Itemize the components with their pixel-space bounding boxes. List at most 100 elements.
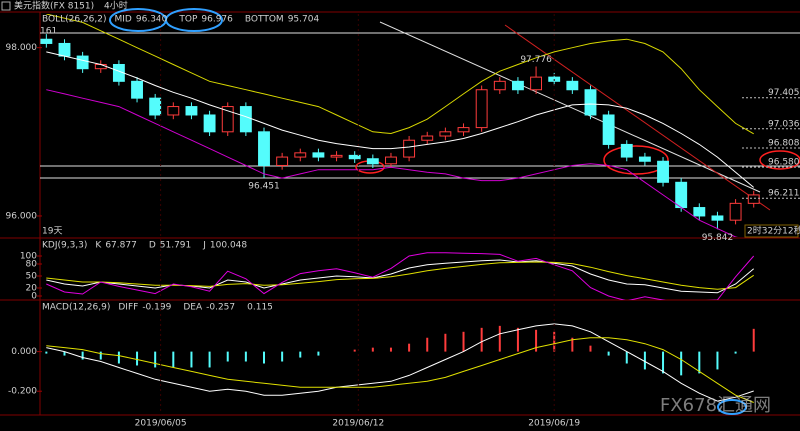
candle-body: [530, 76, 543, 91]
candle-body: [403, 139, 416, 158]
candle-body: [330, 154, 343, 158]
legend-value: 96.976: [201, 15, 233, 25]
highlight-ellipse: [165, 8, 223, 32]
legend-value: 96.340: [136, 15, 168, 25]
legend-name: J: [202, 241, 206, 251]
y-tick-label: 80: [26, 260, 38, 270]
candle-body: [40, 38, 53, 44]
candle-body: [185, 106, 198, 116]
candle-body: [131, 80, 143, 99]
legend-title: BOLL(26,26,2): [42, 15, 107, 25]
period-label: 4小时: [104, 0, 128, 12]
candle-body: [511, 80, 524, 91]
y-tick-label: 100: [20, 252, 37, 262]
candle-body: [675, 181, 688, 209]
candle-body: [76, 55, 89, 70]
candle-body: [657, 160, 669, 183]
instrument-title: 美元指数(FX 8151): [14, 0, 94, 12]
indicator-line: [46, 337, 754, 403]
level-label: 96.808: [768, 138, 800, 148]
x-tick-label: 2019/06/19: [528, 419, 580, 429]
candle-body: [457, 127, 470, 133]
days-label: 19天: [42, 227, 62, 237]
legend-name: BOTTOM: [245, 15, 284, 25]
candle-body: [312, 152, 325, 158]
level-label: 97.405: [768, 88, 800, 98]
highlight-ellipse: [603, 145, 669, 175]
legend-value: 100.048: [210, 241, 247, 251]
panel: [45, 323, 755, 403]
candle-body: [421, 135, 434, 141]
legend-value: 95.704: [288, 15, 320, 25]
legend-value: 0.115: [247, 303, 273, 313]
candle-body: [294, 152, 307, 158]
candle-body: [693, 207, 706, 217]
price-annotation: 97.776: [520, 55, 552, 65]
x-tick-label: 2019/06/12: [332, 419, 384, 429]
panel: [46, 252, 755, 300]
legend-title: MACD(12,26,9): [42, 303, 110, 313]
panel: [40, 14, 760, 237]
candle-body: [167, 106, 180, 116]
legend-name: TOP: [178, 15, 198, 25]
candle-body: [221, 106, 234, 133]
candle-body: [239, 106, 252, 133]
legend-name: D: [149, 241, 156, 251]
level-label: 97.036: [768, 119, 800, 129]
candle-body: [348, 154, 361, 160]
legend-value: 51.791: [160, 241, 192, 251]
indicator-line: [46, 14, 754, 135]
indicator-line: [46, 89, 738, 237]
legend-name: K: [95, 241, 102, 251]
indicator-line: [46, 51, 755, 188]
indicator-line: [46, 261, 754, 290]
x-tick-label: 2019/06/05: [135, 419, 187, 429]
candle-body: [602, 114, 615, 145]
candle-body: [366, 158, 379, 165]
candle-body: [203, 114, 216, 133]
level-label: 96.580: [768, 158, 800, 168]
legend-value: 67.877: [105, 241, 137, 251]
candle-body: [711, 215, 724, 221]
price-annotation: 96.451: [248, 182, 280, 192]
watermark: FX678汇通网: [660, 395, 771, 416]
candle-body: [58, 42, 71, 57]
y-tick-label: -0.200: [8, 387, 37, 397]
candle-body: [638, 156, 651, 162]
legend-name: MID: [115, 15, 132, 25]
candle-body: [584, 89, 597, 116]
menu-icon[interactable]: [1, 1, 11, 11]
candle-body: [566, 80, 579, 91]
candle-body: [258, 131, 270, 166]
countdown-label: 2时32分12秒: [747, 225, 800, 237]
y-tick-label: 0: [31, 292, 37, 302]
candle-body: [747, 194, 760, 204]
y-tick-label: 0.000: [11, 347, 37, 357]
legend-name: DEA: [183, 303, 203, 313]
indicator-line: [46, 259, 755, 294]
candle-body: [620, 143, 633, 158]
candle-body: [94, 63, 107, 70]
highlight-ellipse: [717, 399, 747, 415]
legend-value: -0.257: [206, 303, 235, 313]
candle-body: [439, 131, 452, 137]
y-tick-label: 96.000: [6, 211, 38, 221]
highlight-ellipse: [759, 150, 800, 170]
candle-body: [475, 89, 488, 129]
candle-body: [385, 156, 397, 165]
trend-line: [379, 21, 761, 193]
indicator-line: [46, 252, 755, 300]
y-tick-label: 50: [26, 272, 38, 282]
candle-body: [729, 202, 742, 221]
countdown-box: [744, 224, 799, 238]
price-annotation: 95.842: [702, 233, 734, 243]
legend-title: KDJ(9,3,3): [42, 241, 87, 251]
legend-name: DIFF: [118, 303, 138, 313]
price-label: 161: [40, 27, 57, 37]
y-tick-label: 20: [26, 284, 38, 294]
candle-body: [493, 80, 506, 91]
level-label: 96.211: [768, 189, 800, 199]
indicator-line: [46, 323, 754, 402]
